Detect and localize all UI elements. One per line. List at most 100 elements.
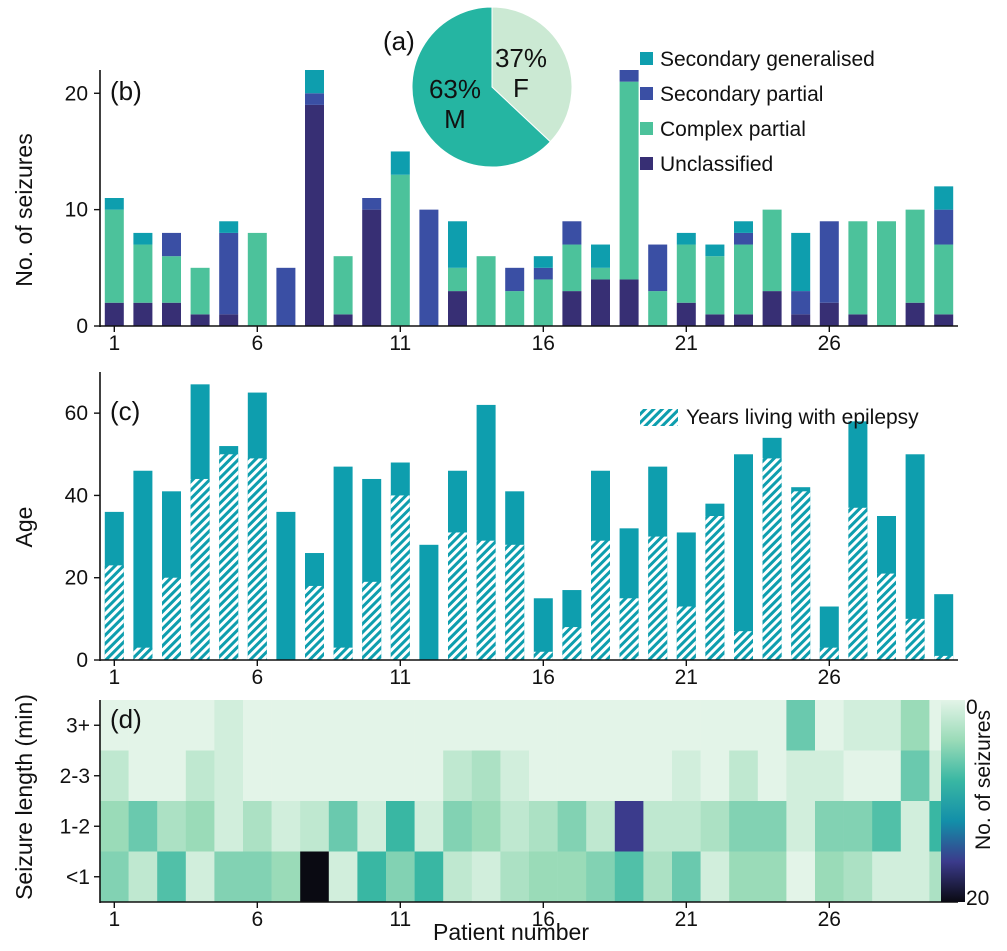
heatmap-cell-1-2-patient-24 (757, 801, 787, 852)
bar-complex_partial-patient-22 (705, 256, 725, 315)
heatmap-cell-1-2-patient-26 (815, 801, 844, 852)
heatmap-cell-<1-patient-14 (471, 851, 501, 903)
seizure-length-heatmap: 3+2-31-2<11 6 11 16 21 26 (d) Seizure length … (11, 694, 995, 945)
seizure-type-legend: Secondary generalised Secondary partial … (640, 48, 875, 176)
bar-years-epilepsy-patient-5 (219, 454, 239, 660)
bar-unclassified-patient-27 (848, 314, 868, 326)
heatmap-cell-3+-patient-28 (872, 700, 902, 751)
row-label: <1 (66, 866, 90, 889)
bar-years-epilepsy-patient-6 (247, 458, 267, 660)
heatmap-cell-<1-patient-27 (843, 851, 873, 903)
heatmap-cell-<1-patient-23 (729, 851, 759, 903)
heatmap-cell-2-3-patient-19 (614, 750, 644, 802)
heatmap-cell-1-2-patient-1 (100, 801, 129, 852)
heatmap-cell-<1-patient-24 (757, 851, 787, 903)
heatmap-cell-1-2-patient-22 (700, 801, 730, 852)
legend-swatch-secondary-generalised (640, 52, 653, 65)
heatmap-cell-3+-patient-27 (843, 700, 873, 751)
row-label: 2-3 (60, 765, 90, 788)
panel-label-b: (b) (110, 76, 142, 106)
x-tick-label: 21 (675, 908, 698, 931)
heatmap-cell-3+-patient-16 (529, 700, 558, 751)
bar-unclassified-patient-24 (762, 291, 782, 326)
heatmap-cell-1-2-patient-29 (900, 801, 930, 852)
bar-unclassified-patient-13 (448, 291, 467, 326)
bar-unclassified-patient-8 (305, 104, 324, 326)
bar-complex_partial-patient-30 (934, 244, 954, 315)
bar-years-epilepsy-patient-29 (905, 618, 925, 660)
bar-unclassified-patient-26 (819, 302, 839, 326)
colorbar-min-label: 0 (966, 696, 978, 719)
pie-pct-female: 37% (495, 43, 547, 73)
bar-unclassified-patient-10 (362, 209, 382, 326)
bar-years-epilepsy-patient-11 (390, 495, 410, 660)
heatmap-cell-2-3-patient-16 (529, 750, 558, 802)
bar-age-patient-12 (419, 544, 439, 660)
heatmap-cell-2-3-patient-26 (815, 750, 844, 802)
bar-unclassified-patient-2 (133, 302, 153, 326)
heatmap-cell-<1-patient-10 (357, 851, 387, 903)
heatmap-cell-3+-patient-11 (386, 700, 415, 751)
heatmap-cell-<1-patient-18 (586, 851, 616, 903)
heatmap-cell-1-2-patient-4 (185, 801, 215, 852)
heatmap-cell-1-2-patient-28 (872, 801, 902, 852)
heatmap-cell-3+-patient-10 (357, 700, 387, 751)
bar-years-epilepsy-patient-25 (791, 491, 811, 660)
heatmap-cell-3+-patient-25 (786, 700, 816, 751)
pie-label-female: F (513, 73, 529, 103)
x-tick-label: 1 (108, 332, 120, 355)
heatmap-cell-1-2-patient-11 (386, 801, 415, 852)
bar-unclassified-patient-3 (162, 302, 181, 326)
bar-years-epilepsy-patient-1 (104, 565, 124, 660)
heatmap-cell-2-3-patient-17 (557, 750, 587, 802)
heatmap-cell-3+-patient-8 (300, 700, 330, 751)
x-tick-label: 26 (818, 332, 841, 355)
heatmap-cell-3+-patient-22 (700, 700, 730, 751)
heatmap-cell-1-2-patient-18 (586, 801, 616, 852)
row-label: 1-2 (60, 815, 90, 838)
heatmap-cell-2-3-patient-8 (300, 750, 330, 802)
x-tick-label: 11 (389, 908, 411, 931)
colorbar (941, 700, 965, 902)
bar-secondary_partial-patient-25 (791, 291, 811, 315)
bar-complex_partial-patient-14 (476, 256, 496, 326)
bar-secondary_partial-patient-15 (505, 267, 525, 292)
bar-age-patient-30 (934, 594, 954, 660)
bar-secondary_generalised-patient-1 (104, 198, 124, 210)
bar-unclassified-patient-17 (562, 291, 582, 326)
heatmap-cell-<1-patient-20 (643, 851, 673, 903)
bar-secondary_generalised-patient-2 (133, 232, 153, 245)
bar-complex_partial-patient-15 (505, 291, 525, 326)
bar-complex_partial-patient-1 (104, 209, 124, 303)
bar-complex_partial-patient-24 (762, 209, 782, 292)
x-tick-label: 21 (675, 666, 698, 689)
bar-age-patient-26 (819, 606, 839, 660)
heatmap-cell-2-3-patient-12 (414, 750, 444, 802)
heatmap-cell-3+-patient-19 (614, 700, 644, 751)
x-tick-label: 11 (389, 666, 411, 689)
bar-complex_partial-patient-2 (133, 244, 153, 303)
bar-secondary_partial-patient-12 (419, 209, 439, 326)
bar-years-epilepsy-patient-20 (648, 536, 668, 660)
heatmap-cell-1-2-patient-9 (328, 801, 358, 852)
bar-years-epilepsy-patient-26 (819, 647, 839, 660)
y-tick-label: 0 (76, 315, 88, 338)
x-tick-label: 6 (251, 666, 263, 689)
heatmap-cell-3+-patient-29 (900, 700, 930, 751)
pie-slice-f (491, 6, 573, 143)
gender-pie-chart: (a) 37% F 63% M (383, 6, 573, 168)
heatmap-cell-1-2-patient-21 (672, 801, 701, 852)
heatmap-cell-3+-patient-3 (157, 700, 187, 751)
heatmap-cell-1-2-patient-7 (271, 801, 301, 852)
bar-years-epilepsy-patient-2 (133, 647, 153, 660)
heatmap-cell-1-2-patient-12 (414, 801, 444, 852)
bar-complex_partial-patient-27 (848, 221, 868, 315)
bar-complex_partial-patient-20 (648, 291, 668, 326)
bar-secondary_partial-patient-17 (562, 221, 582, 245)
bar-complex_partial-patient-11 (390, 174, 410, 326)
y-tick-label: 60 (65, 402, 88, 425)
heatmap-cell-2-3-patient-27 (843, 750, 873, 802)
heatmap-cell-1-2-patient-25 (786, 801, 816, 852)
heatmap-cell-2-3-patient-1 (100, 750, 129, 802)
legend-swatch-unclassified (640, 157, 653, 170)
